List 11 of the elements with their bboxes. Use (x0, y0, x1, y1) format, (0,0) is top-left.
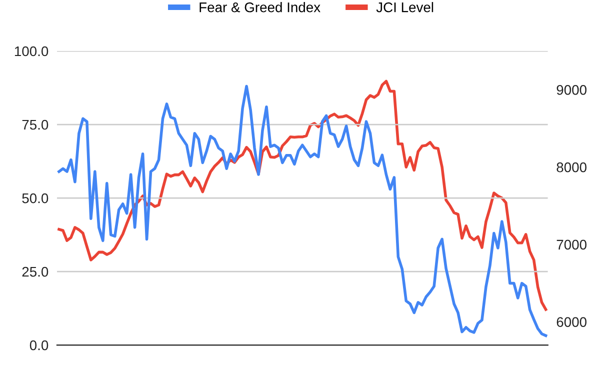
y-tick-label: 25.0 (22, 266, 48, 277)
y-tick-label: 50.0 (22, 193, 48, 204)
y-tick-label: 0.0 (30, 340, 48, 350)
y2-tick-label: 7000 (556, 240, 586, 250)
y2-tick-label: 8000 (556, 162, 586, 172)
legend-label: JCI Level (376, 2, 434, 12)
y-tick-label: 75.0 (22, 120, 48, 130)
y2-tick-label: 6000 (556, 317, 586, 327)
y2-tick-label: 9000 (556, 85, 586, 95)
legend-label: Fear & Greed Index (200, 2, 320, 12)
y-tick-label: 100.0 (14, 46, 48, 56)
